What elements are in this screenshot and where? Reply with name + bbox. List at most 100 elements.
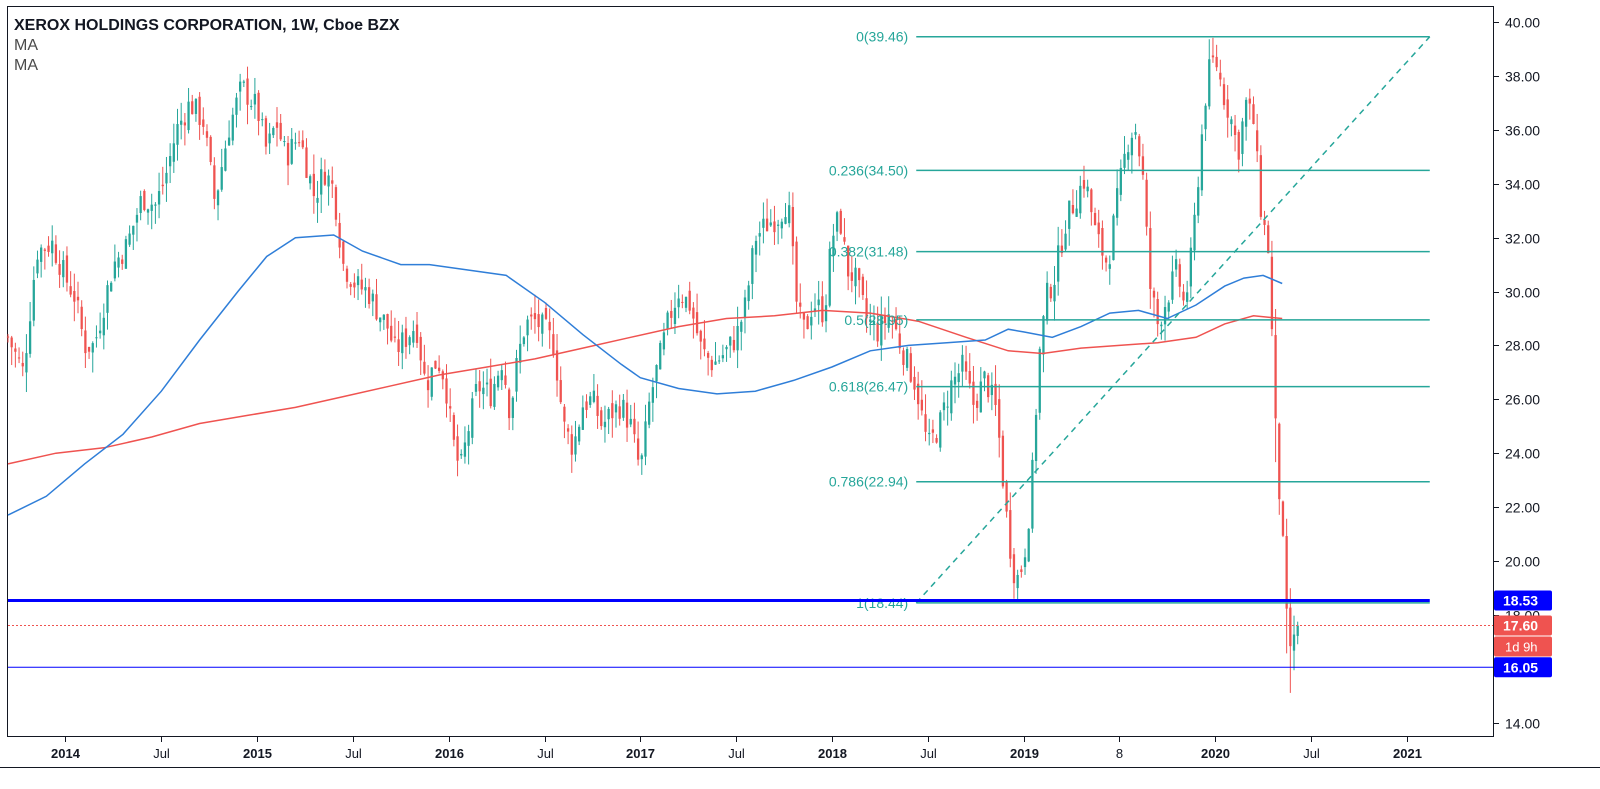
last-price-badge-bg — [1494, 615, 1552, 636]
candle-body — [353, 282, 356, 288]
candle-body — [703, 338, 706, 350]
candle-body — [157, 191, 161, 205]
candle-body — [640, 455, 643, 460]
candle-body — [633, 418, 636, 435]
candle-body — [202, 119, 205, 127]
candle — [242, 79, 245, 88]
candle-body — [1079, 185, 1082, 214]
candle-body — [1031, 459, 1034, 529]
candle-body — [636, 438, 640, 460]
candle — [1152, 287, 1156, 318]
candle — [585, 394, 588, 419]
candle — [353, 273, 356, 298]
candle — [191, 94, 194, 115]
candle — [1034, 408, 1038, 474]
candle-body — [334, 187, 338, 220]
candle-body — [806, 316, 809, 330]
candle-body — [231, 114, 234, 141]
candle-body — [1292, 634, 1296, 651]
candle-body — [968, 371, 971, 384]
candle-body — [191, 101, 194, 115]
candle-body — [1012, 554, 1016, 584]
candle-body — [519, 343, 522, 363]
candle-body — [607, 408, 610, 420]
candle-body — [629, 418, 632, 425]
candle-body — [942, 402, 946, 411]
candle-body — [515, 357, 518, 392]
candle — [231, 107, 234, 146]
candle-body — [139, 196, 142, 214]
candle — [1167, 300, 1170, 321]
candle-body — [850, 272, 853, 281]
candle-body — [342, 241, 345, 264]
candle — [747, 280, 750, 310]
moving-average-blue-line — [7, 234, 1283, 516]
candle-body — [1049, 286, 1052, 299]
last-price-badge: 17.60 — [1494, 615, 1552, 636]
candle-body — [1186, 292, 1189, 302]
candle — [784, 203, 787, 225]
candle-body — [28, 321, 32, 354]
candle — [1038, 346, 1041, 420]
candle-body — [1075, 208, 1078, 217]
candle-body — [117, 257, 120, 268]
fib-level-label: 0.618(26.47) — [829, 379, 908, 395]
candle-body — [1248, 98, 1251, 104]
candle — [644, 404, 647, 466]
candle — [872, 305, 876, 341]
candle — [511, 396, 514, 431]
ma-indicator-label-1[interactable]: MA — [14, 37, 38, 54]
candle-body — [799, 302, 802, 307]
candle — [412, 320, 415, 348]
candle — [832, 223, 835, 272]
countdown-badge: 1d 9h — [1494, 636, 1552, 657]
candle — [847, 245, 850, 291]
candle-body — [504, 375, 507, 385]
candle-body — [563, 406, 566, 422]
candle — [113, 244, 117, 282]
ma-indicator-label-2[interactable]: MA — [14, 57, 38, 74]
candle-body — [909, 353, 912, 382]
candle — [821, 281, 824, 327]
candle — [1108, 255, 1111, 285]
candle-body — [135, 214, 139, 223]
candle — [356, 269, 360, 301]
candle-body — [1134, 132, 1137, 135]
price-tick-label: 30.00 — [1505, 285, 1540, 301]
candle-body — [1064, 233, 1067, 250]
candle-body — [1090, 189, 1093, 213]
candle-body — [62, 260, 65, 278]
candle — [1292, 615, 1296, 671]
support-price-badge: 18.53 — [1494, 590, 1552, 611]
candle — [1127, 144, 1130, 171]
candle-body — [765, 218, 769, 232]
candle — [1171, 255, 1174, 304]
candle — [1068, 200, 1071, 246]
candle-body — [780, 221, 783, 229]
candle — [592, 374, 596, 404]
candle-body — [165, 172, 168, 184]
candle-body — [1086, 186, 1089, 192]
candle-body — [541, 314, 544, 334]
candle — [828, 241, 831, 308]
candle — [887, 296, 890, 333]
candle-body — [522, 337, 526, 345]
candle-body — [1016, 574, 1019, 589]
candle — [703, 320, 706, 357]
candle-body — [393, 336, 397, 338]
candle — [935, 434, 938, 444]
candle-body — [371, 293, 374, 302]
candle — [1116, 169, 1119, 226]
candle-body — [1178, 264, 1181, 287]
candle-body — [441, 371, 444, 380]
candle-body — [817, 299, 820, 306]
candle-body — [216, 190, 220, 206]
candle-body — [375, 294, 378, 320]
candle-body — [1097, 222, 1100, 235]
candle — [106, 280, 109, 330]
candle-body — [17, 357, 21, 359]
candle — [1145, 172, 1148, 236]
candle-body — [1034, 414, 1038, 461]
